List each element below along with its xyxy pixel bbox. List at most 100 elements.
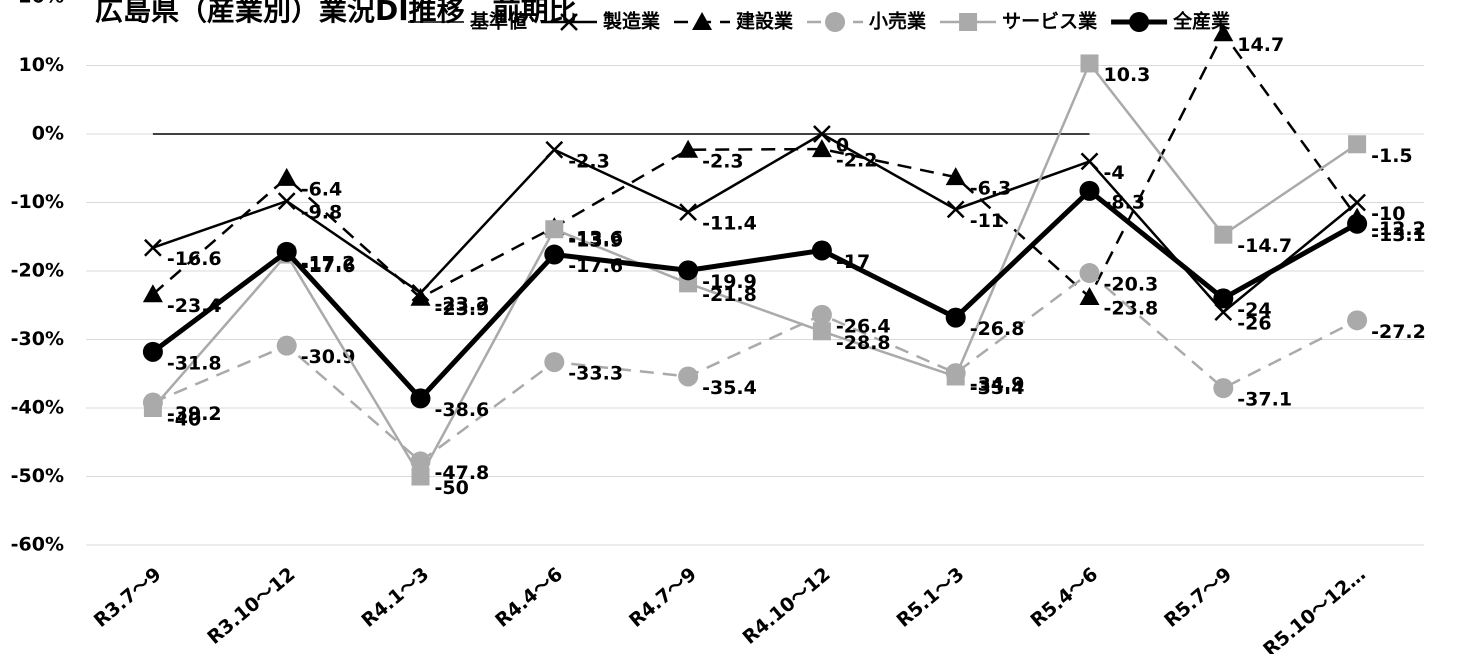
data-point [945, 307, 966, 328]
data-label: -2.3 [702, 150, 744, 172]
legend-label: 全産業 [1172, 10, 1231, 33]
series-line [152, 271, 1358, 464]
data-point [1214, 225, 1233, 244]
data-point [545, 140, 564, 159]
data-label: -8.3 [1104, 191, 1146, 213]
data-point [143, 399, 162, 417]
data-point [678, 139, 699, 158]
data-label: -2.2 [836, 150, 878, 172]
y-tick-label: -10% [11, 191, 64, 213]
data-label: -28.8 [836, 332, 891, 354]
legend-label: 製造業 [602, 10, 661, 33]
data-label: -13.9 [568, 230, 623, 252]
data-point [142, 341, 163, 362]
data-label: -24 [1237, 299, 1271, 321]
data-point [1348, 193, 1366, 212]
legend-marker [560, 13, 578, 31]
legend-label: サービス業 [1002, 10, 1098, 33]
data-label: -17 [836, 251, 870, 273]
data-label: -11.4 [702, 213, 757, 235]
data-label: -37.1 [1237, 389, 1292, 411]
data-label: -35.4 [970, 377, 1025, 399]
series-line [151, 187, 1359, 403]
data-label: -23.2 [435, 293, 490, 315]
data-label: -6.3 [970, 178, 1012, 200]
data-label: -1.5 [1371, 145, 1413, 167]
y-tick-label: -50% [11, 465, 64, 487]
data-label: -50 [435, 477, 469, 499]
data-point [1347, 310, 1368, 331]
data-label: -4 [1104, 162, 1125, 184]
data-point [678, 366, 699, 387]
y-tick-label: -60% [11, 534, 64, 556]
data-label: 10.3 [1104, 64, 1151, 86]
data-point [679, 203, 697, 221]
data-point [544, 352, 565, 373]
y-tick-label: 20% [19, 0, 64, 8]
data-label: -39.2 [167, 403, 222, 425]
data-label: -34.9 [970, 374, 1025, 396]
data-point [1079, 287, 1100, 306]
data-point [1213, 288, 1234, 309]
data-label: -26.4 [836, 315, 891, 337]
y-tick-label: -30% [11, 328, 64, 350]
legend-label: 建設業 [736, 10, 794, 33]
data-point [544, 244, 565, 265]
y-tick-label: 10% [19, 54, 64, 76]
data-label: -6.4 [301, 178, 343, 200]
data-label: -33.3 [568, 363, 623, 385]
data-label: -19.9 [702, 271, 757, 293]
data-label: -35.4 [702, 377, 757, 399]
data-point [410, 388, 431, 409]
legend-marker [825, 12, 846, 32]
data-point [276, 241, 297, 262]
data-point [945, 167, 966, 186]
data-label: -23.9 [435, 298, 490, 320]
data-label: -20.3 [1104, 274, 1159, 296]
legend-label: 小売業 [869, 10, 927, 33]
legend-label: 基準値 [469, 10, 527, 33]
series-line [152, 132, 1358, 314]
legend-marker [692, 12, 713, 30]
y-tick-label: -20% [11, 260, 64, 282]
data-label: -17.2 [301, 252, 356, 274]
data-point [410, 287, 431, 306]
data-point [1079, 263, 1100, 284]
y-tick-label: 0% [32, 123, 64, 145]
data-label: -17.6 [301, 255, 356, 277]
data-label: -10 [1371, 203, 1405, 225]
data-label: 14.7 [1237, 34, 1284, 56]
data-point [946, 200, 965, 219]
data-point [144, 238, 162, 257]
data-point [276, 167, 297, 186]
data-point [812, 322, 831, 341]
data-label: -9.8 [301, 202, 343, 224]
data-label: 0 [836, 135, 849, 157]
data-label: -26 [1237, 313, 1271, 335]
data-label: -2.3 [568, 150, 610, 172]
data-point [142, 284, 163, 303]
data-label: -47.8 [435, 462, 490, 484]
data-point [1079, 180, 1100, 201]
data-point [1348, 135, 1367, 154]
data-point [1080, 54, 1099, 73]
legend-marker [1129, 12, 1150, 32]
data-point [946, 367, 965, 386]
data-point [811, 139, 832, 158]
data-label: -40 [167, 409, 201, 431]
data-point [813, 125, 831, 143]
data-point [811, 240, 832, 261]
data-point [1213, 23, 1234, 42]
data-label: -13.1 [1371, 224, 1426, 246]
data-point [277, 192, 296, 211]
data-point [1347, 213, 1368, 234]
data-label: -30.9 [301, 346, 356, 368]
data-point [411, 467, 430, 486]
data-label: -13.6 [568, 228, 623, 250]
y-tick-label: -40% [11, 397, 64, 419]
data-label: -27.2 [1371, 321, 1426, 343]
data-label: -14.7 [1237, 235, 1292, 257]
data-point [678, 260, 699, 281]
data-point [545, 220, 564, 239]
